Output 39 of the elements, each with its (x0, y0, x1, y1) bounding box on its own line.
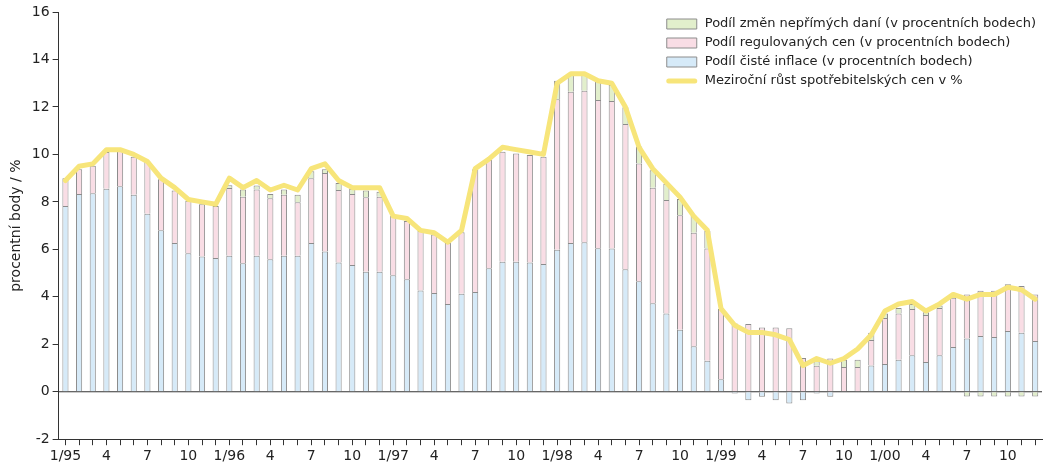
x-tick-label: 4 (593, 447, 603, 464)
x-tick-label: 1/97 (377, 447, 409, 464)
y-tick-label: 6 (40, 239, 50, 256)
x-tick-label: 4 (101, 447, 111, 464)
legend-label: Meziroční růst spotřebitelských cen v % (704, 72, 963, 88)
y-tick-label: 8 (40, 192, 50, 209)
legend-label: Podíl regulovaných cen (v procentních bodech) (704, 34, 1011, 50)
x-tick-label: 4 (757, 447, 767, 464)
x-tick-label: 1/95 (49, 447, 82, 464)
x-tick-label: 7 (306, 447, 316, 464)
y-tick-label: 10 (31, 145, 50, 162)
y-tick-label: 4 (40, 287, 50, 304)
x-tick-label: 10 (179, 447, 198, 464)
y-axis-title: procentní body / % (7, 159, 24, 292)
x-tick-label: 1/96 (213, 447, 246, 464)
y-tick-label: 14 (31, 50, 50, 67)
x-tick-label: 7 (962, 447, 972, 464)
x-tick-label: 10 (998, 447, 1017, 464)
x-tick-label: 1/98 (541, 447, 573, 464)
x-tick-label: 10 (835, 447, 853, 464)
x-tick-label: 4 (265, 447, 275, 464)
x-tick-label: 7 (470, 447, 480, 464)
y-tick-label: 2 (40, 334, 50, 351)
y-tick-label: 16 (31, 2, 50, 19)
x-tick-label: 1/99 (705, 447, 737, 464)
x-tick-label: 10 (343, 447, 362, 464)
x-tick-label: 4 (921, 447, 931, 464)
x-tick-label: 10 (671, 447, 689, 464)
legend-label: Podíl změn nepřímých daní (v procentních bodech) (704, 15, 1036, 31)
x-tick-label: 7 (142, 447, 152, 464)
y-tick-label: 12 (31, 97, 50, 114)
x-tick-label: 7 (634, 447, 644, 464)
x-tick-label: 1/00 (869, 447, 901, 464)
x-tick-label: 10 (507, 447, 526, 464)
legend-label: Podíl čisté inflace (v procentních bodech) (704, 53, 973, 69)
x-tick-label: 7 (798, 447, 808, 464)
x-tick-label: 4 (429, 447, 439, 464)
y-tick-label: 0 (40, 382, 50, 399)
y-tick-label: -2 (35, 429, 50, 446)
